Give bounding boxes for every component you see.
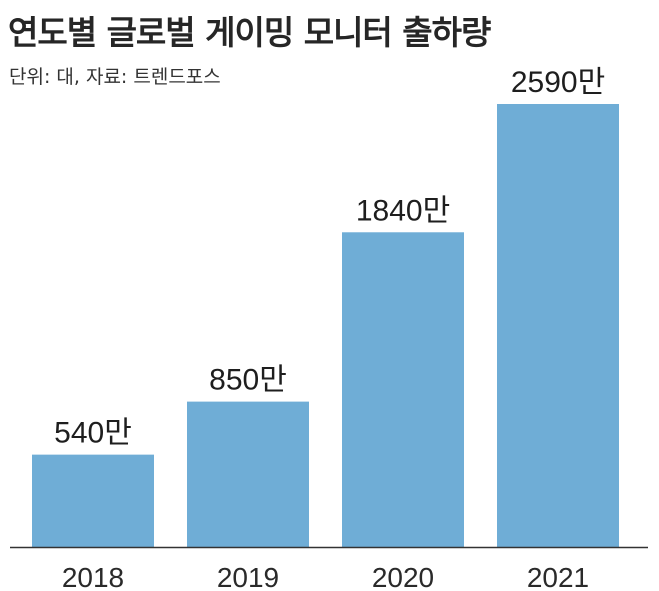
bar-2019 — [187, 401, 309, 547]
value-label-2021: 2590만 — [511, 66, 605, 99]
value-label-2019: 850만 — [209, 364, 287, 397]
x-tick-2021: 2021 — [527, 562, 589, 591]
x-tick-2018: 2018 — [62, 562, 124, 591]
value-label-2018: 540만 — [54, 417, 132, 450]
bar-2020 — [342, 232, 464, 547]
bar-2018 — [32, 454, 154, 547]
chart-title: 연도별 글로벌 게이밍 모니터 출하량 — [8, 13, 491, 52]
bar-2021 — [497, 104, 619, 547]
chart-subtitle: 단위: 대, 자료: 트렌드포스 — [9, 66, 221, 88]
value-label-2020: 1840만 — [356, 194, 450, 227]
x-tick-2019: 2019 — [217, 562, 279, 591]
x-tick-2020: 2020 — [372, 562, 434, 591]
